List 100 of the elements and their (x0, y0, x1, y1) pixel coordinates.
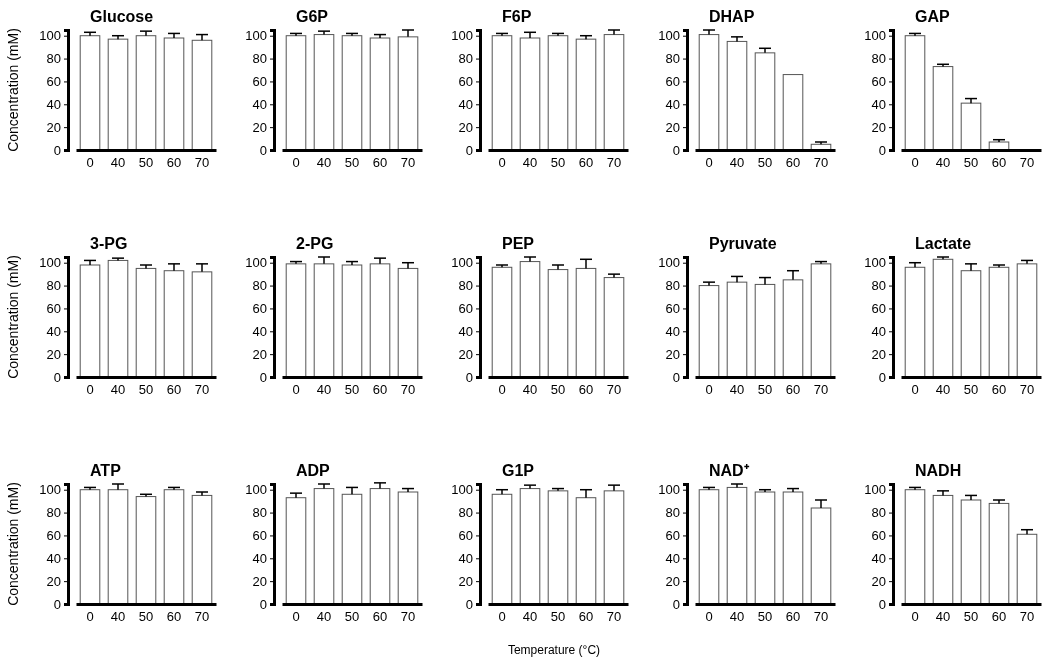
bar (904, 489, 926, 605)
x-tick-label: 50 (550, 382, 566, 398)
y-tick-label: 60 (252, 74, 267, 90)
chart-title: Glucose (90, 8, 154, 25)
x-tick-label: 0 (86, 155, 94, 171)
x-tick-label: 40 (935, 155, 951, 171)
y-tick-label: 60 (252, 301, 267, 317)
y-tick-label: 20 (871, 119, 886, 135)
x-tick-label: 40 (935, 609, 951, 625)
bar (698, 285, 720, 378)
y-tick-label: 0 (53, 142, 61, 158)
y-tick-label: 0 (878, 596, 886, 612)
y-tick-label: 100 (658, 482, 680, 498)
bar (754, 52, 776, 151)
chart-title: Lactate (915, 235, 972, 252)
x-tick-label: 60 (785, 609, 801, 625)
x-tick-label: 40 (316, 382, 332, 398)
y-tick-label: 0 (53, 369, 61, 385)
y-tick-label: 0 (672, 142, 680, 158)
y-tick-label: 40 (871, 550, 886, 566)
y-tick-label: 80 (458, 505, 473, 521)
y-tick-label: 20 (252, 573, 267, 589)
x-tick-label: 0 (705, 155, 713, 171)
y-tick-label: 0 (259, 596, 267, 612)
x-tick-label: 70 (194, 609, 210, 625)
x-tick-label: 70 (400, 155, 416, 171)
x-tick-label: 40 (110, 609, 126, 625)
y-tick-label: 100 (245, 28, 267, 44)
x-tick-label: 60 (372, 382, 388, 398)
chart-title: NADH (915, 462, 962, 479)
bar (698, 34, 720, 151)
chart-title: GAP (915, 8, 950, 25)
bar (904, 266, 926, 378)
x-tick-label: 0 (498, 155, 506, 171)
y-tick-label: 20 (458, 119, 473, 135)
bar (285, 497, 307, 605)
bar (932, 494, 954, 605)
y-tick-label: 100 (658, 255, 680, 271)
y-tick-label: 60 (252, 528, 267, 544)
x-tick-label: 70 (194, 155, 210, 171)
y-tick-label: 80 (665, 505, 680, 521)
y-tick-label: 40 (871, 323, 886, 339)
bar (988, 141, 1010, 151)
bar (904, 35, 926, 151)
bar (988, 266, 1010, 378)
y-tick-label: 40 (665, 96, 680, 112)
x-tick-label: 40 (729, 609, 745, 625)
y-tick-label: 60 (46, 74, 61, 90)
bar (313, 488, 335, 605)
y-tick-label: 80 (252, 505, 267, 521)
x-tick-label: 50 (963, 155, 979, 171)
y-tick-label: 20 (665, 346, 680, 362)
y-tick-label: 100 (39, 482, 61, 498)
y-tick-label: 0 (672, 369, 680, 385)
bar (191, 494, 213, 605)
x-tick-label: 60 (785, 382, 801, 398)
bar (163, 489, 185, 605)
y-tick-label: 60 (46, 528, 61, 544)
bar (726, 486, 748, 605)
x-tick-label: 60 (991, 609, 1007, 625)
bar (491, 493, 513, 605)
bar (603, 490, 625, 605)
x-tick-label: 50 (344, 155, 360, 171)
x-tick-label: 0 (705, 382, 713, 398)
x-tick-label: 50 (550, 609, 566, 625)
y-tick-label: 20 (665, 119, 680, 135)
bar (79, 489, 101, 605)
x-tick-label: 60 (372, 155, 388, 171)
y-tick-label: 20 (458, 573, 473, 589)
x-tick-label: 40 (316, 609, 332, 625)
x-tick-label: 40 (522, 155, 538, 171)
chart-title: Pyruvate (709, 235, 777, 252)
y-tick-label: 80 (871, 278, 886, 294)
bar (754, 283, 776, 378)
y-tick-label: 40 (665, 550, 680, 566)
y-tick-label: 80 (458, 51, 473, 67)
x-tick-label: 60 (991, 155, 1007, 171)
y-tick-label: 40 (46, 550, 61, 566)
y-tick-label: 20 (252, 346, 267, 362)
chart-title: DHAP (709, 8, 755, 25)
x-tick-label: 40 (729, 382, 745, 398)
bar (107, 489, 129, 605)
y-tick-label: 20 (46, 573, 61, 589)
x-tick-label: 50 (757, 155, 773, 171)
y-tick-label: 60 (665, 74, 680, 90)
chart-title: 2-PG (296, 235, 334, 252)
y-tick-label: 100 (864, 28, 886, 44)
chart-title: ADP (296, 462, 331, 479)
bar (932, 258, 954, 378)
y-tick-label: 100 (864, 482, 886, 498)
x-tick-label: 70 (606, 609, 622, 625)
y-tick-label: 20 (252, 119, 267, 135)
y-tick-label: 100 (451, 482, 473, 498)
chart-title: 3-PG (90, 235, 128, 252)
y-tick-label: 0 (53, 596, 61, 612)
x-tick-label: 60 (166, 609, 182, 625)
x-tick-label: 0 (292, 382, 300, 398)
x-tick-label: 40 (729, 155, 745, 171)
x-tick-label: 50 (344, 609, 360, 625)
x-tick-label: 60 (578, 382, 594, 398)
